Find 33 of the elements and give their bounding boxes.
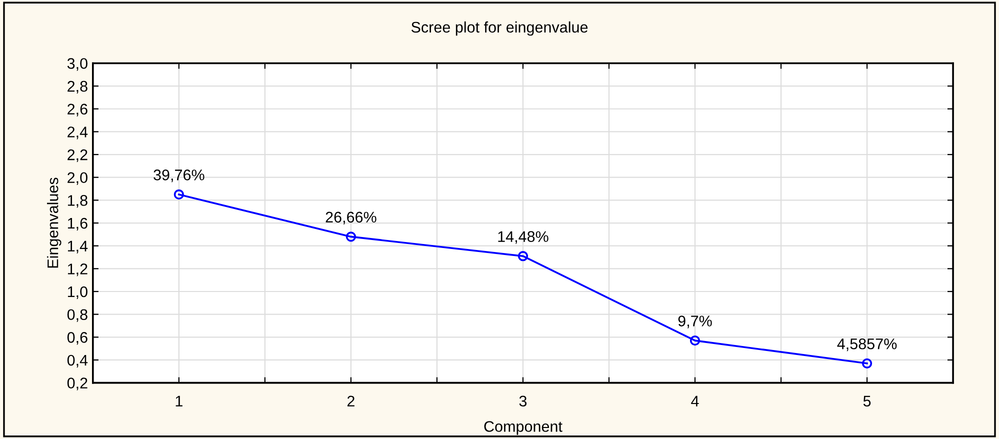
- y-tick-label: 1,4: [68, 240, 88, 254]
- point: [690, 336, 700, 346]
- y-tick-label: 0,2: [67, 378, 88, 390]
- y-tick-label: 2,4: [68, 126, 88, 140]
- point: [174, 189, 184, 200]
- y-tick-label: 0,6: [67, 332, 88, 345]
- annotation: 26,66%: [326, 212, 376, 224]
- annotation: 9,7%: [678, 316, 712, 328]
- point: [862, 358, 872, 368]
- x-tick-label: 1: [176, 396, 182, 406]
- y-tick-label: 2,6: [68, 104, 88, 116]
- annotation: 4,5857%: [837, 338, 897, 352]
- point: [346, 232, 356, 242]
- y-tick-label: 0,4: [67, 354, 88, 368]
- y-axis-title: Eingenvalues: [47, 178, 62, 268]
- annotation: 14,48%: [498, 231, 548, 244]
- y-tick-label: 1,0: [68, 286, 88, 299]
- y-tick-label: 2,0: [68, 172, 88, 185]
- x-tick-label: 4: [691, 396, 699, 406]
- chart-title: Scree plot for eingenvalue: [411, 21, 588, 36]
- y-tick-label: 1,6: [68, 218, 88, 231]
- y-tick-label: 1,8: [68, 195, 88, 208]
- x-tick-label: 3: [519, 396, 527, 407]
- point: [518, 251, 528, 262]
- y-tick-label: 3,0: [67, 58, 88, 71]
- x-tick-label: 5: [863, 396, 871, 407]
- y-tick-label: 2,8: [68, 80, 88, 94]
- x-tick-label: 2: [347, 396, 354, 406]
- y-tick-label: 2,2: [68, 149, 88, 162]
- y-tick-label: 1,2: [68, 264, 88, 276]
- annotation: 39,76%: [154, 170, 204, 182]
- y-tick-label: 0,8: [67, 309, 88, 322]
- x-axis-title: Component: [484, 421, 562, 435]
